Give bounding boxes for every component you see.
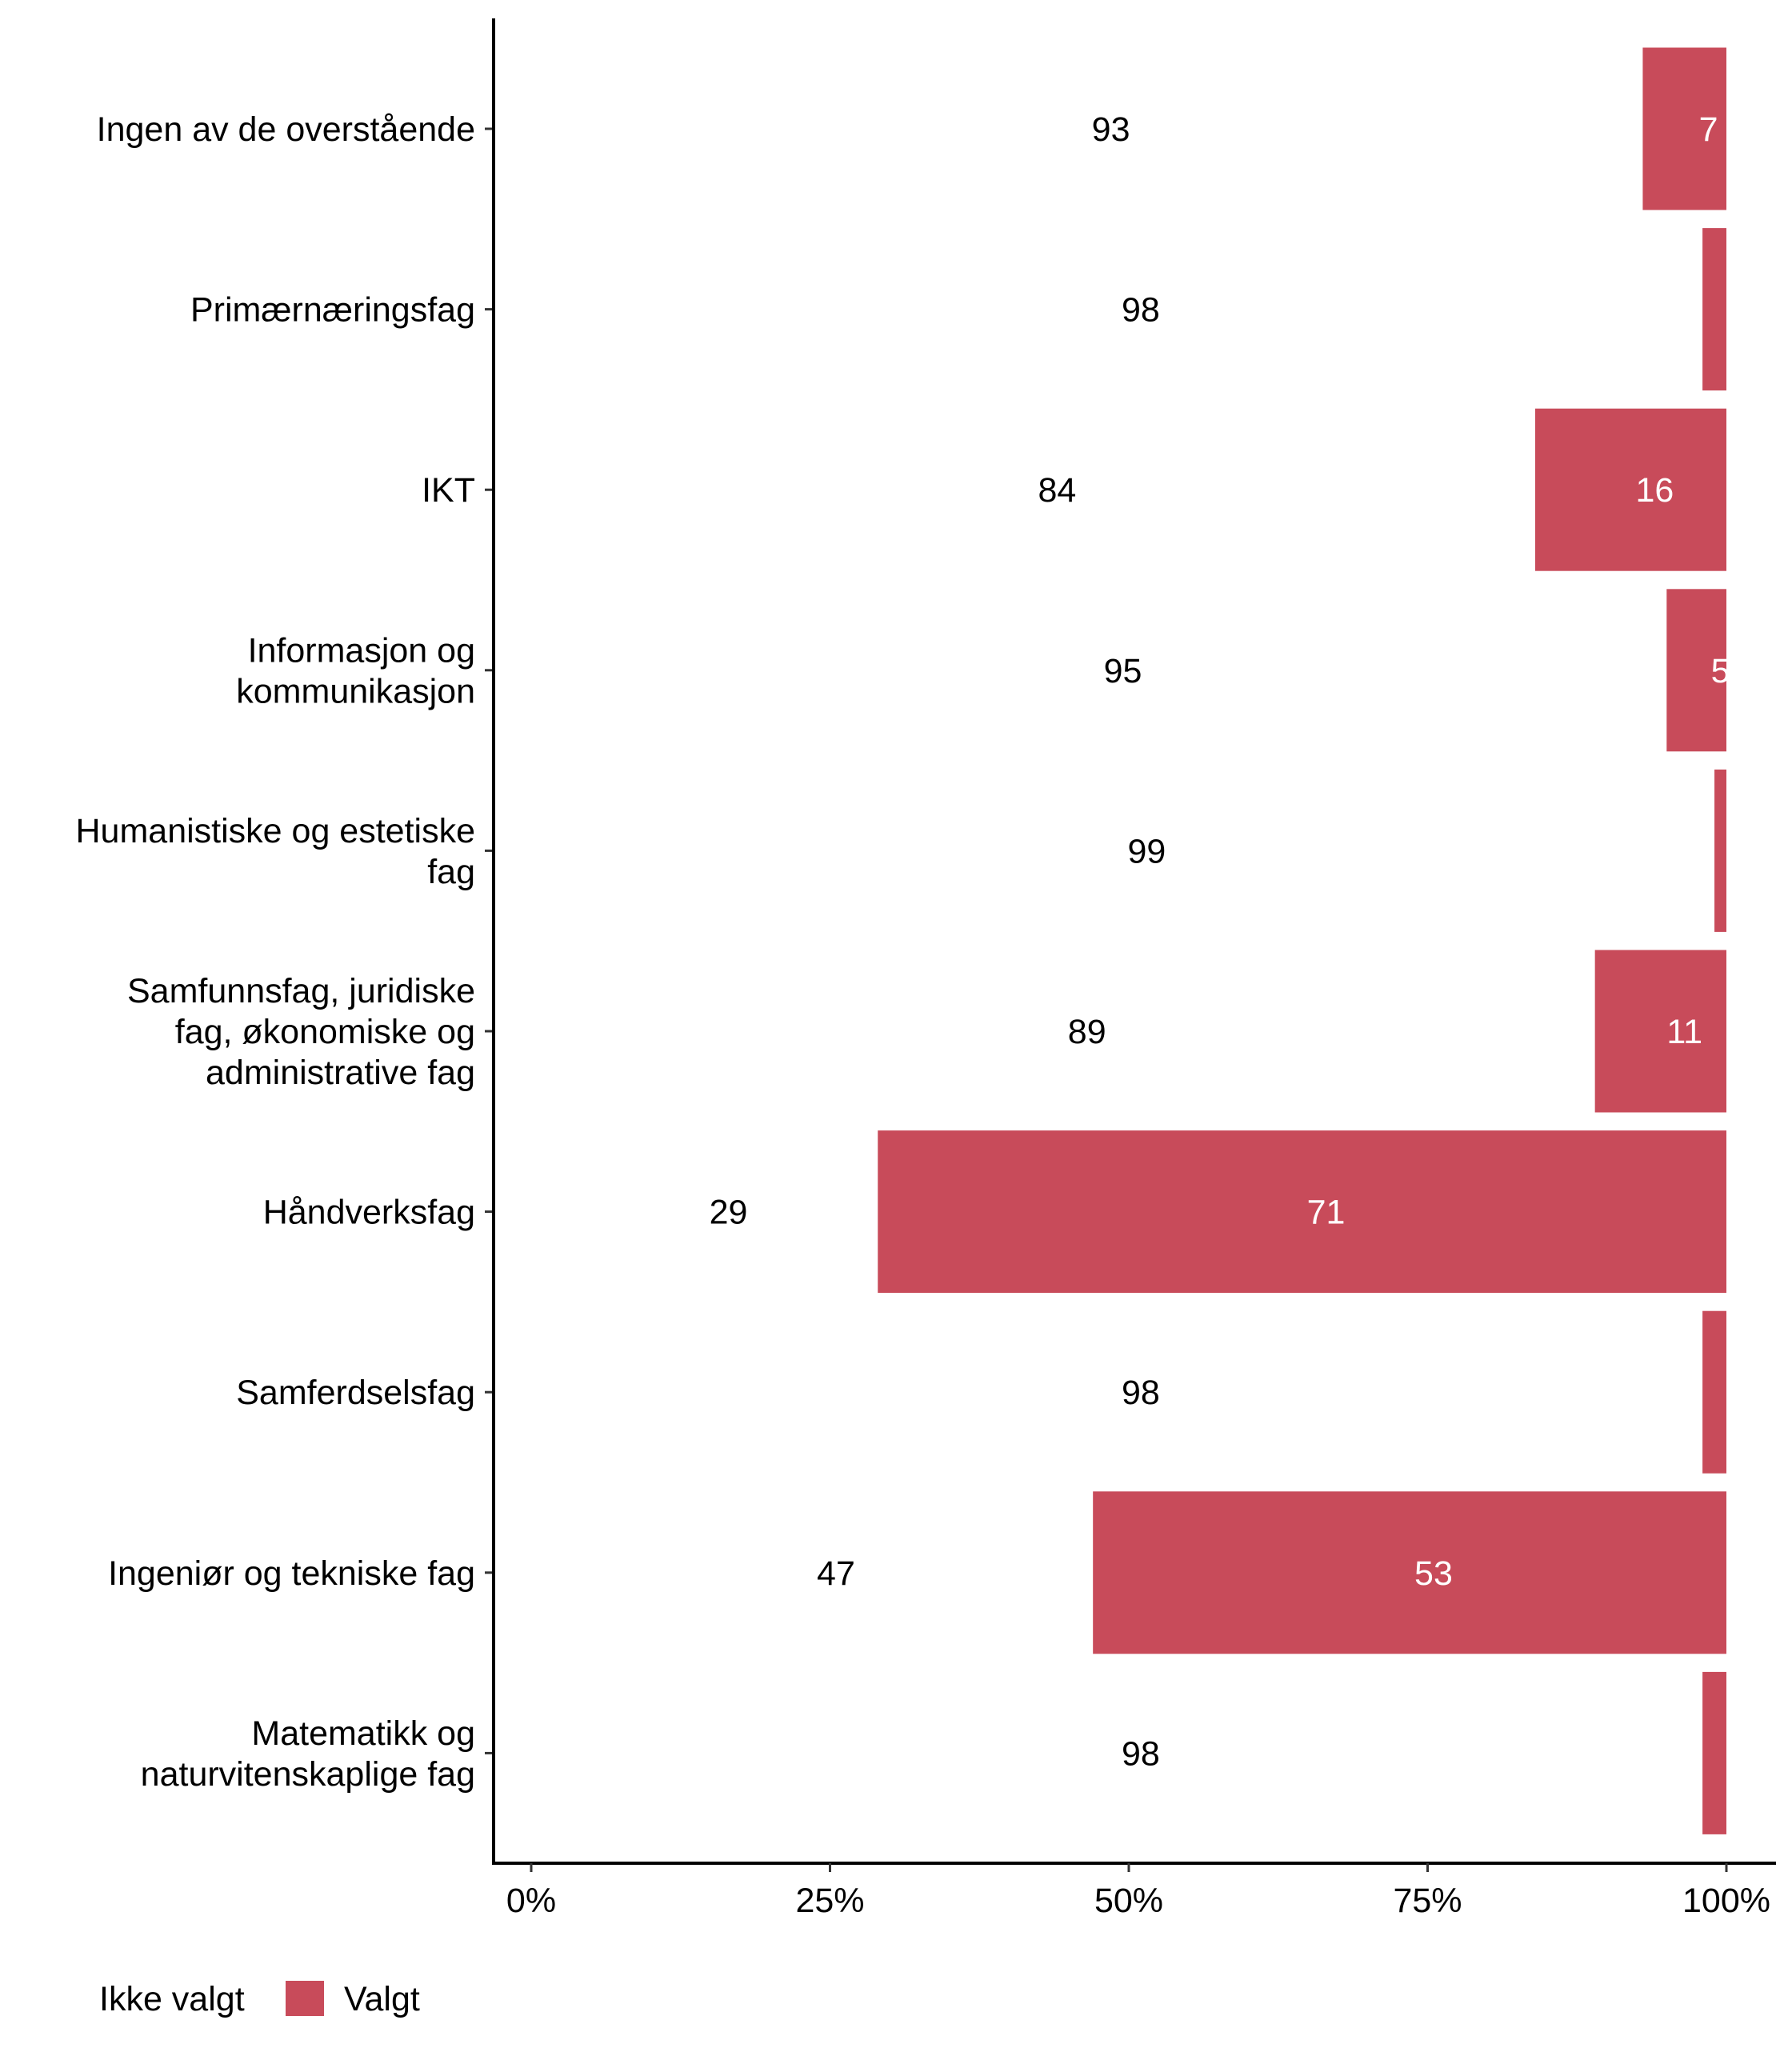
- y-tick-label: fag: [427, 853, 475, 891]
- bar-valgt: [1702, 1671, 1726, 1834]
- y-tick-label: Håndverksfag: [263, 1194, 475, 1232]
- x-tick-label: 100%: [1682, 1882, 1770, 1920]
- data-label: 2: [1729, 1374, 1748, 1412]
- legend-swatch-valgt: [286, 1981, 324, 2016]
- y-tick-label: Ingen av de overstående: [97, 110, 475, 149]
- x-tick-label: 75%: [1393, 1882, 1462, 1920]
- y-tick-label: Ingeniør og tekniske fag: [108, 1554, 475, 1593]
- bar-valgt: [1642, 47, 1726, 210]
- bar-valgt: [1702, 228, 1726, 391]
- legend-label-valgt: Valgt: [344, 1980, 420, 2018]
- y-tick-label: kommunikasjon: [236, 672, 475, 710]
- data-label: 2: [1729, 291, 1748, 330]
- legend-label-ikke-valgt: Ikke valgt: [99, 1980, 245, 2018]
- data-label: 47: [817, 1554, 855, 1593]
- bar-ikke-valgt: [531, 1130, 878, 1294]
- y-tick-label: naturvitenskaplige fag: [141, 1755, 475, 1794]
- bar-valgt: [1534, 408, 1726, 571]
- bar-valgt: [1714, 769, 1726, 932]
- bar-ikke-valgt: [531, 1491, 1094, 1654]
- bar-ikke-valgt: [531, 769, 1715, 932]
- y-tick-label: Matematikk og: [251, 1714, 475, 1753]
- data-label: 2: [1729, 1734, 1748, 1773]
- y-tick-label: administrative fag: [206, 1054, 475, 1092]
- data-label: 7: [1699, 110, 1718, 149]
- x-tick-label: 25%: [795, 1882, 864, 1920]
- y-tick-label: Primærnæringsfag: [190, 291, 475, 330]
- data-label: 11: [1666, 1013, 1702, 1051]
- data-label: 93: [1092, 110, 1130, 149]
- y-tick-label: Samfunnsfag, juridiske: [127, 972, 475, 1010]
- data-label: 29: [710, 1194, 748, 1232]
- data-label: 98: [1122, 1374, 1160, 1412]
- y-tick-label: Samferdselsfag: [236, 1374, 475, 1412]
- bar-valgt: [1702, 1310, 1726, 1474]
- y-tick-label: fag, økonomiske og: [175, 1013, 475, 1051]
- data-label: 71: [1307, 1194, 1346, 1232]
- data-label: 98: [1122, 291, 1160, 330]
- bar-ikke-valgt: [531, 408, 1535, 571]
- bar-ikke-valgt: [531, 228, 1703, 391]
- data-label: 16: [1635, 471, 1674, 510]
- data-label: 84: [1038, 471, 1076, 510]
- data-label: 95: [1104, 652, 1142, 690]
- data-label: 89: [1068, 1013, 1106, 1051]
- bar-valgt: [1093, 1491, 1726, 1654]
- data-label: 53: [1414, 1554, 1453, 1593]
- y-tick-label: Informasjon og: [248, 631, 475, 670]
- data-label: 98: [1122, 1734, 1160, 1773]
- bar-ikke-valgt: [531, 1310, 1703, 1474]
- data-label: 99: [1127, 832, 1166, 870]
- x-tick-label: 0%: [506, 1882, 556, 1920]
- bar-valgt: [1666, 589, 1726, 752]
- bar-valgt: [878, 1130, 1726, 1294]
- y-tick-label: IKT: [422, 471, 475, 510]
- bar-valgt: [1594, 950, 1726, 1113]
- x-tick-label: 50%: [1094, 1882, 1163, 1920]
- bar-ikke-valgt: [531, 589, 1667, 752]
- data-label: 5: [1711, 652, 1730, 690]
- y-tick-label: Humanistiske og estetiske: [76, 812, 476, 850]
- bar-ikke-valgt: [531, 950, 1595, 1113]
- bar-ikke-valgt: [531, 1671, 1703, 1834]
- bar-ikke-valgt: [531, 47, 1643, 210]
